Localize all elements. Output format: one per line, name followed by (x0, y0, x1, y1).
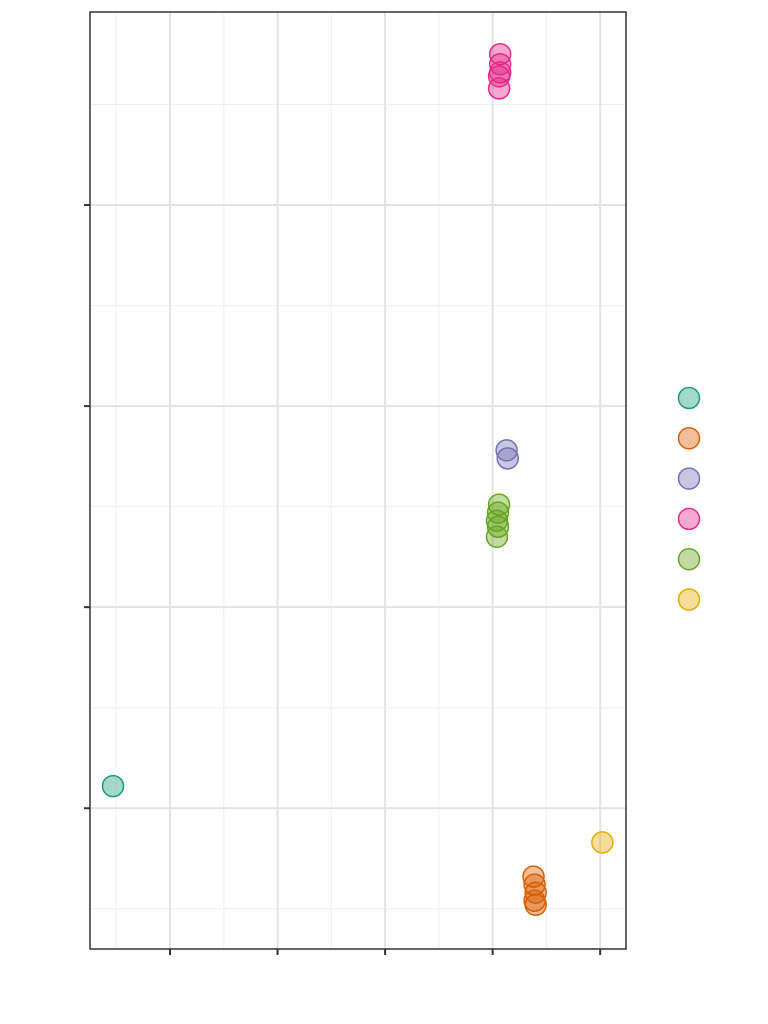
legend-key (677, 427, 701, 450)
point (495, 439, 518, 462)
point (522, 865, 545, 888)
point (524, 881, 547, 904)
point (524, 893, 547, 917)
point (487, 65, 511, 88)
legend-key (677, 467, 701, 490)
point (488, 53, 512, 76)
legend-key (677, 386, 701, 410)
point (101, 774, 125, 798)
plot-border (89, 11, 627, 950)
point (487, 77, 511, 100)
legend-key (677, 507, 701, 531)
point (487, 493, 511, 516)
legend-key (677, 588, 701, 611)
point (591, 831, 614, 854)
legend-key (677, 547, 701, 571)
point (496, 447, 519, 470)
point (485, 525, 509, 549)
point (523, 873, 546, 896)
